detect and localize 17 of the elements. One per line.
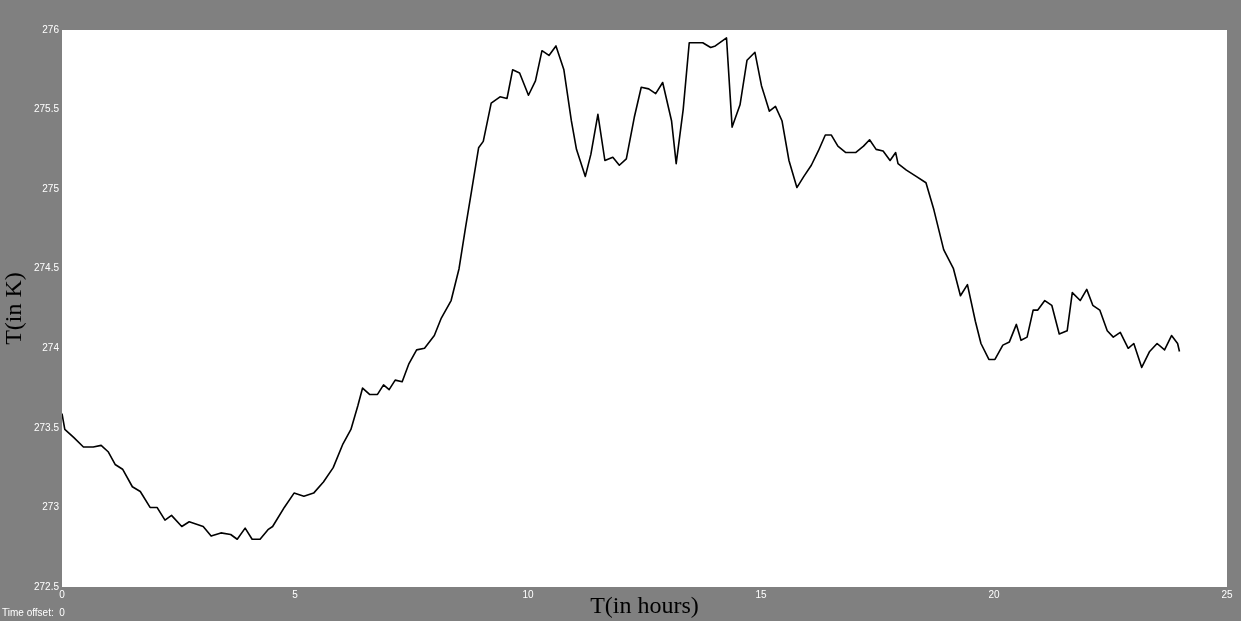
y-tick-label: 273.5 xyxy=(33,421,60,433)
x-tick-label: 0 xyxy=(59,588,66,600)
x-tick-label: 20 xyxy=(988,588,1000,600)
y-tick-label: 274 xyxy=(42,342,60,354)
text: Time offset: 0 xyxy=(2,606,66,618)
x-tick-label: 10 xyxy=(522,588,534,600)
x-tick-label: 15 xyxy=(755,588,767,600)
y-tick-label: 274.5 xyxy=(33,262,60,274)
x-axis-title: T(in hours) xyxy=(590,591,699,618)
y-tick-label: 276 xyxy=(42,23,60,35)
y-tick-label: 273 xyxy=(42,501,60,513)
x-tick-label: 5 xyxy=(292,588,299,600)
y-tick-label: 275 xyxy=(42,182,60,194)
y-tick-label: 272.5 xyxy=(33,580,60,592)
x-tick-label: 25 xyxy=(1221,588,1233,600)
y-axis-title: T(in K) xyxy=(0,272,26,345)
y-tick-label: 275.5 xyxy=(33,103,60,115)
